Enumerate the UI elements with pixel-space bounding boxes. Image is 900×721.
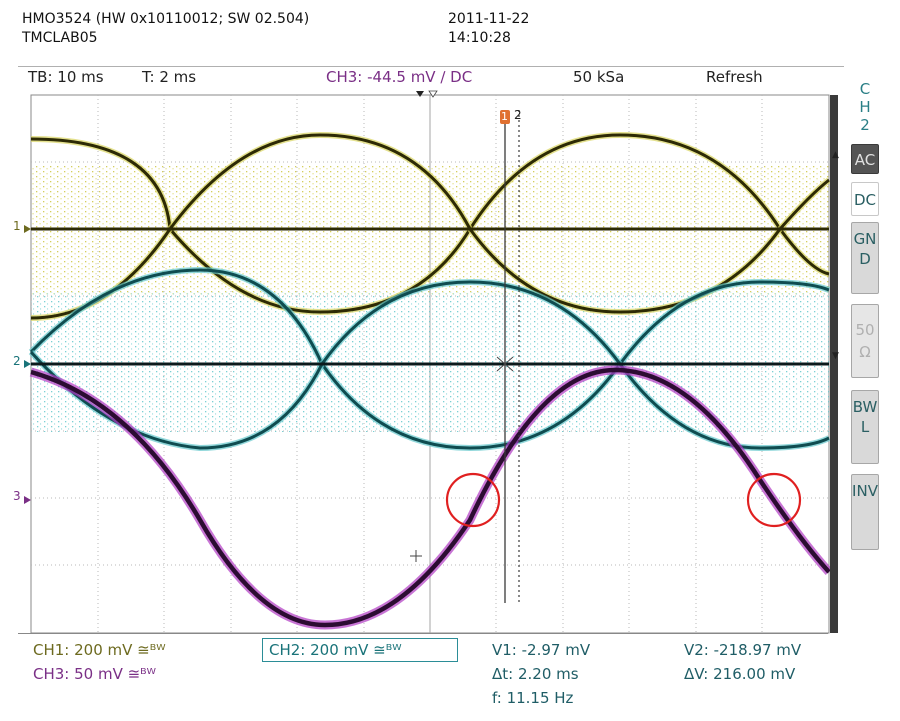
trigger-readout[interactable]: CH3: -44.5 mV ∕ DC [326,68,473,86]
acquisition-mode[interactable]: Refresh [706,68,763,86]
ch1-traces [30,131,831,321]
coupling-dc-button[interactable]: DC [851,182,879,216]
cursor1-label: 1 [501,110,508,123]
highlight-circle-left [445,472,501,528]
coupling-ac-button[interactable]: AC [851,144,879,174]
ch2-scale[interactable]: CH2: 200 mV ≅ᴮᵂ [262,638,458,662]
cursor1-handle[interactable] [500,110,510,124]
cursors[interactable] [410,110,520,603]
impedance-50ohm-button[interactable]: 50 Ω [851,304,879,378]
scroll-up-icon[interactable]: ▲ [832,150,839,160]
header-divider [18,66,844,67]
capture-date: 2011-11-22 [448,11,530,27]
lab-name: TMCLAB05 [22,30,98,46]
cursor-delta-v: ΔV: 216.00 mV [684,665,796,683]
coupling-gnd-button[interactable]: GND [851,222,879,294]
trigger-time-readout[interactable]: T: 2 ms [142,68,197,86]
footer-divider [18,633,828,634]
ch3-marker: 3 [13,489,21,503]
ch3-ground-arrow[interactable] [24,496,31,504]
timebase-readout[interactable]: TB: 10 ms [28,68,104,86]
ch2-ground-arrow[interactable] [24,360,31,368]
bandwidth-limit-button[interactable]: BWL [851,390,879,464]
cursor-delta-t: Δt: 2.20 ms [492,665,579,683]
ch2-marker: 2 [13,354,21,368]
scroll-down-icon[interactable]: ▼ [832,351,839,361]
ch3-trace [29,365,833,630]
ch1-scale[interactable]: CH1: 200 mV ≅ᴮᵂ [33,641,166,659]
capture-time: 14:10:28 [448,30,511,46]
highlight-circle-right [746,472,802,528]
cursor-v2: V2: -218.97 mV [684,641,802,659]
display-scrollbar[interactable] [830,95,838,633]
ch3-scale[interactable]: CH3: 50 mV ≅ᴮᵂ [33,665,157,683]
ch1-ground-arrow[interactable] [24,225,31,233]
cursor-v1: V1: -2.97 mV [492,641,591,659]
invert-button[interactable]: INV [851,474,879,550]
sample-rate-readout: 50 kSa [573,68,625,86]
side-menu-channel: CH2 [859,80,871,134]
cursor-frequency: f: 11.15 Hz [492,689,574,707]
cursor2-label: 2 [514,108,522,122]
ch2-traces [28,266,831,452]
device-info: HMO3524 (HW 0x10110012; SW 02.504) [22,11,310,27]
ch1-marker: 1 [13,219,21,233]
